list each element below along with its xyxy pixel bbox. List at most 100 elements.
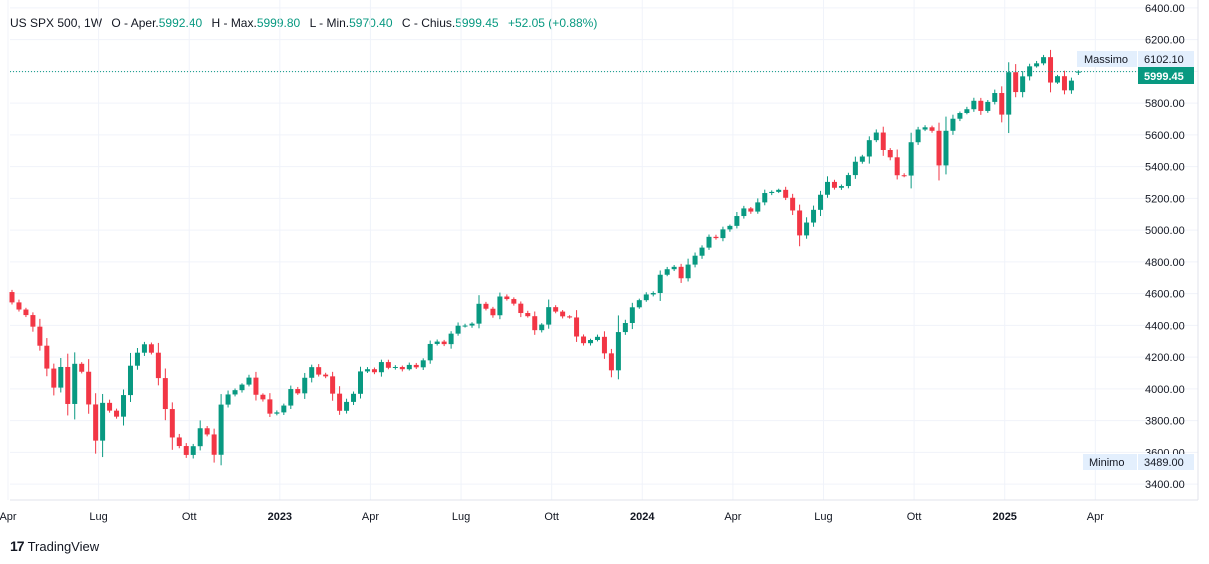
- candle-body: [141, 344, 147, 353]
- candle-body: [1061, 76, 1067, 91]
- candle-body: [922, 127, 928, 130]
- candle-body: [413, 364, 419, 368]
- candle-body: [9, 292, 15, 303]
- symbol-name[interactable]: US SPX 500, 1W: [10, 16, 103, 30]
- candle-body: [274, 412, 280, 414]
- brand-name: TradingView: [27, 538, 100, 554]
- tradingview-brand[interactable]: 17 TradingView: [10, 538, 99, 554]
- candle-body: [295, 389, 301, 394]
- candle-body: [887, 150, 893, 158]
- candle-body: [23, 309, 29, 316]
- candle-body: [378, 362, 384, 373]
- time-tick-label: Ott: [544, 511, 559, 523]
- candle-body: [127, 365, 133, 396]
- close-value: 5999.45: [455, 16, 499, 30]
- candle-body: [72, 363, 78, 404]
- low-label: L - Min.: [309, 16, 350, 30]
- candle-body: [943, 130, 949, 166]
- candle-body: [337, 393, 343, 411]
- candle-body: [155, 352, 161, 379]
- time-tick-label: Lug: [89, 511, 107, 523]
- candle-body: [838, 186, 844, 188]
- candle-body: [866, 140, 872, 157]
- candle-body: [469, 323, 475, 326]
- candle-body: [894, 157, 900, 176]
- candle-body: [734, 216, 740, 226]
- candle-body: [51, 368, 57, 388]
- candle-body: [859, 156, 865, 162]
- candle-body: [441, 341, 447, 345]
- candle-body: [699, 247, 705, 256]
- candle-body: [44, 345, 50, 369]
- candle-body: [351, 393, 357, 402]
- candle-body: [100, 402, 106, 441]
- price-tick-label: 6400.00: [1145, 3, 1185, 15]
- candle-body: [239, 384, 245, 391]
- price-tick-label: 5000.00: [1145, 225, 1185, 237]
- candle-body: [748, 208, 754, 212]
- candle-body: [1027, 66, 1033, 77]
- candle-body: [762, 193, 768, 203]
- time-axis: Apr Lug Ott 2023 Apr Lug Ott 2024 Apr Lug Ott 2025 A…: [0, 511, 1104, 523]
- candle-body: [260, 394, 266, 400]
- candle-body: [176, 437, 182, 447]
- candle-body: [790, 197, 796, 211]
- change-value: +52.05 (+0.88%): [507, 16, 598, 30]
- candle-body: [915, 129, 921, 143]
- time-tick-label: Ott: [182, 511, 197, 523]
- time-tick-label: Apr: [362, 511, 379, 523]
- candle-body: [650, 293, 656, 295]
- candle-body: [162, 378, 168, 410]
- candle-body: [79, 363, 85, 372]
- candle-body: [685, 264, 691, 279]
- candle-body: [114, 410, 120, 417]
- candle-body: [86, 371, 92, 405]
- candle-body: [615, 332, 621, 371]
- candle-body: [950, 118, 956, 131]
- candle-body: [971, 100, 977, 110]
- candle-body: [288, 389, 294, 406]
- min-tag-value-bg: [1138, 454, 1194, 470]
- candle-body: [741, 208, 747, 217]
- candle-body: [93, 404, 99, 441]
- max-tag-value-bg: [1138, 51, 1194, 67]
- candle-body: [811, 209, 817, 223]
- candle-body: [246, 377, 252, 385]
- candle-body: [831, 181, 837, 188]
- time-tick-label: 2024: [630, 511, 655, 523]
- candle-body: [629, 307, 635, 324]
- candle-body: [211, 434, 217, 455]
- candle-body: [908, 142, 914, 176]
- candle-body: [518, 303, 524, 314]
- candle-body: [588, 340, 594, 344]
- tradingview-logo-icon: 17: [10, 538, 25, 554]
- candle-body: [1048, 57, 1054, 83]
- candle-body: [148, 344, 154, 353]
- time-tick-label: Ott: [907, 511, 922, 523]
- max-tag-value: 6102.10: [1144, 54, 1184, 66]
- price-tick-label: 6200.00: [1145, 35, 1185, 47]
- candle-body: [309, 367, 315, 378]
- candle-body: [901, 175, 907, 177]
- candle-body: [999, 93, 1005, 115]
- candle-series: [9, 49, 1081, 466]
- candle-body: [880, 132, 886, 150]
- candle-body: [581, 336, 587, 344]
- candle-body: [302, 377, 308, 394]
- candle-body: [601, 336, 607, 354]
- candle-body: [936, 130, 942, 166]
- candle-body: [483, 303, 489, 309]
- time-tick-label: Apr: [724, 511, 741, 523]
- candle-body: [553, 307, 559, 312]
- candle-body: [567, 316, 573, 318]
- close-label: C - Chius.: [401, 16, 456, 30]
- candle-body: [392, 366, 398, 368]
- candle-body: [323, 374, 329, 377]
- candle-body: [30, 315, 36, 327]
- price-tick-label: 5400.00: [1145, 162, 1185, 174]
- time-tick-label: Apr: [1087, 511, 1104, 523]
- price-tick-label: 4400.00: [1145, 320, 1185, 332]
- candle-body: [497, 296, 503, 316]
- price-axis: 6400.006200.006000.005800.005600.005400.…: [1145, 3, 1185, 491]
